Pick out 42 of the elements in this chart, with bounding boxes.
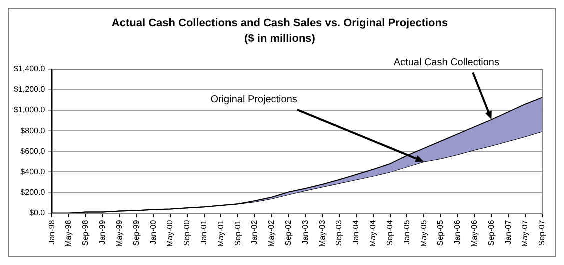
x-tick-label: Jan-99 bbox=[98, 220, 108, 245]
x-tick-label: Sep-98 bbox=[81, 220, 90, 246]
x-tick-label: Jan-05 bbox=[402, 220, 412, 245]
x-tick-label: Jan-01 bbox=[199, 220, 208, 245]
x-tick-label: Jan-98 bbox=[47, 220, 56, 245]
x-tick-label: May-05 bbox=[419, 220, 428, 248]
x-tick-label: May-03 bbox=[318, 220, 327, 248]
chart-subtitle: ($ in millions) bbox=[244, 32, 316, 45]
x-tick-label: Jan-00 bbox=[148, 220, 158, 245]
annotation: Original Projections bbox=[210, 94, 298, 106]
x-tick-label: May-04 bbox=[368, 220, 378, 248]
x-tick-label: May-98 bbox=[64, 220, 74, 248]
x-tick-label: Jan-02 bbox=[250, 220, 260, 245]
x-tick-label: Sep-02 bbox=[284, 220, 294, 246]
y-tick-label: $800.0 bbox=[20, 126, 46, 136]
x-tick-label: May-00 bbox=[166, 220, 175, 248]
x-tick-label: May-06 bbox=[470, 220, 479, 248]
x-tick-label: Sep-07 bbox=[538, 220, 547, 246]
y-tick-label: $600.0 bbox=[20, 146, 46, 156]
x-tick-label: Jan-04 bbox=[352, 220, 361, 245]
x-tick-label: Sep-03 bbox=[334, 220, 344, 246]
x-tick-label: May-02 bbox=[267, 220, 276, 248]
x-tick-label: May-99 bbox=[114, 220, 124, 248]
x-tick-label: Sep-99 bbox=[132, 220, 141, 246]
y-tick-label: $400.0 bbox=[20, 167, 46, 176]
y-tick-label: $0.0 bbox=[30, 208, 46, 218]
x-tick-label: Jan-03 bbox=[300, 220, 310, 245]
annotation: Actual Cash Collections bbox=[394, 58, 500, 69]
x-tick-label: Sep-05 bbox=[436, 220, 446, 246]
chart-title: Actual Cash Collections and Cash Sales vs. Original Projections bbox=[112, 18, 448, 30]
x-tick-label: Jan-07 bbox=[504, 220, 513, 245]
y-tick-label: $200.0 bbox=[20, 188, 46, 197]
y-tick-label: $1,400.0 bbox=[14, 64, 46, 74]
x-tick-label: Jan-06 bbox=[453, 220, 462, 245]
x-tick-label: May-01 bbox=[216, 220, 226, 248]
y-tick-label: $1,200.0 bbox=[14, 85, 46, 94]
x-tick-label: Sep-04 bbox=[385, 220, 394, 246]
x-tick-label: May-07 bbox=[520, 220, 530, 248]
y-tick-label: $1,000.0 bbox=[14, 106, 46, 115]
x-tick-label: Sep-00 bbox=[182, 220, 192, 246]
x-tick-label: Sep-01 bbox=[233, 220, 242, 246]
x-tick-label: Sep-06 bbox=[486, 220, 496, 246]
